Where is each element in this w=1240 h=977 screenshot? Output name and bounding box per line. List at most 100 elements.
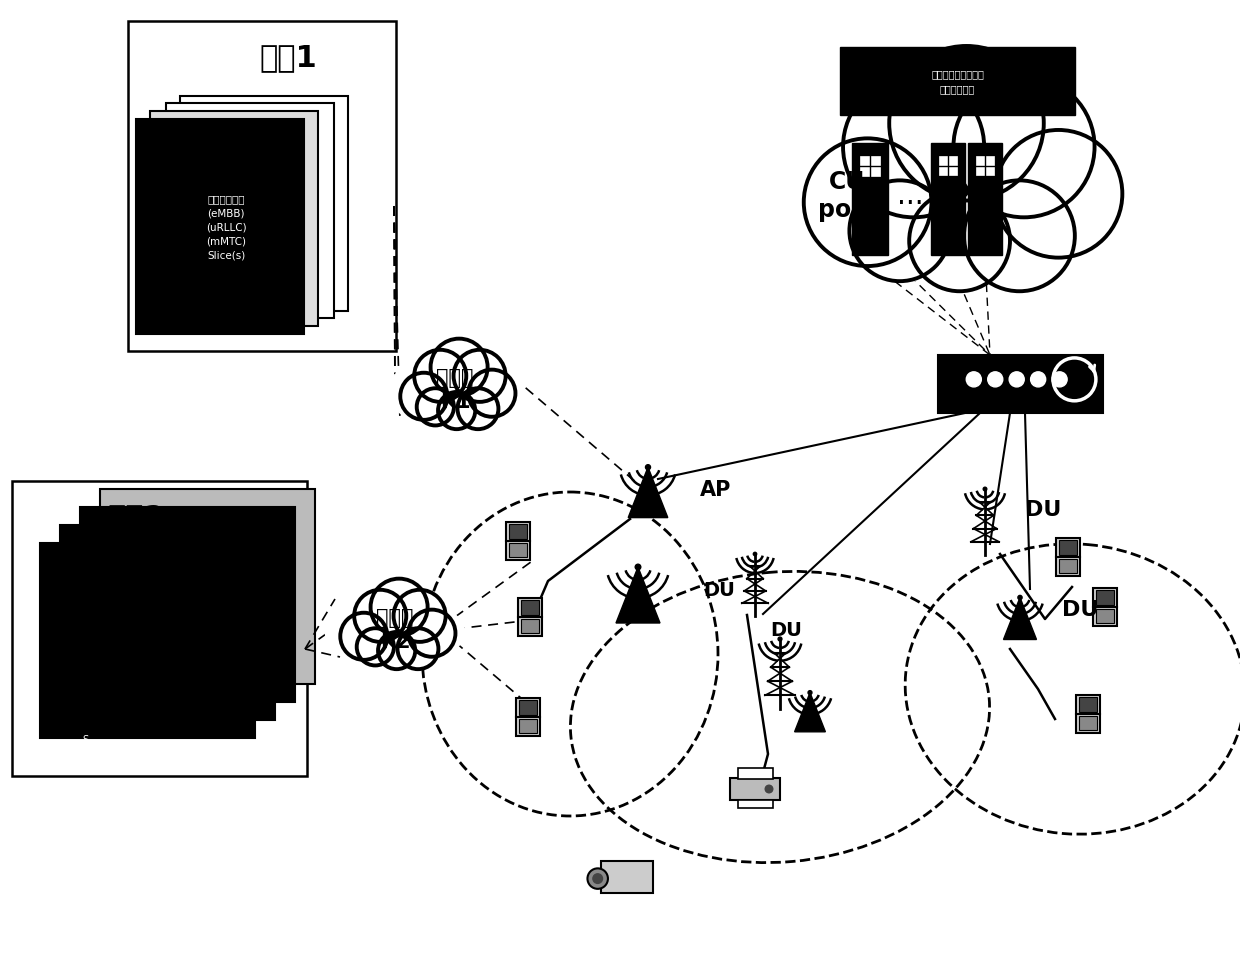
FancyBboxPatch shape (128, 21, 396, 352)
Circle shape (635, 565, 641, 571)
Circle shape (340, 614, 387, 660)
Polygon shape (629, 468, 668, 518)
FancyBboxPatch shape (1096, 591, 1114, 605)
Circle shape (954, 77, 1095, 218)
FancyBboxPatch shape (861, 157, 880, 177)
Circle shape (1052, 372, 1068, 388)
FancyBboxPatch shape (730, 778, 780, 800)
Circle shape (357, 628, 394, 665)
Text: 用户集
K1: 用户集 K1 (436, 368, 474, 411)
Text: 用户集
K2: 用户集 K2 (376, 608, 414, 651)
Circle shape (988, 372, 1003, 388)
Circle shape (849, 181, 950, 282)
Text: DU: DU (703, 580, 735, 599)
Circle shape (909, 191, 1011, 292)
Circle shape (754, 553, 756, 556)
FancyBboxPatch shape (968, 144, 1002, 256)
FancyBboxPatch shape (738, 800, 773, 808)
Circle shape (777, 637, 782, 641)
FancyBboxPatch shape (81, 507, 295, 702)
Polygon shape (1003, 598, 1037, 640)
Circle shape (393, 590, 445, 642)
FancyBboxPatch shape (518, 719, 537, 733)
Circle shape (469, 370, 516, 417)
Circle shape (458, 389, 498, 430)
Circle shape (593, 873, 603, 883)
Circle shape (804, 139, 931, 267)
Circle shape (414, 351, 466, 403)
Text: 资源分配方法与系统
优化网络质量: 资源分配方法与系统 优化网络质量 (931, 69, 983, 95)
Circle shape (966, 372, 981, 388)
FancyBboxPatch shape (1079, 698, 1097, 712)
Circle shape (408, 610, 455, 658)
Ellipse shape (325, 598, 465, 666)
Text: 增强移动宽带
(eMBB)
(uRLLC)
(mMTC)
Slice(s): 增强移动宽带 (eMBB) (uRLLC) (mMTC) Slice(s) (206, 193, 247, 260)
Circle shape (1030, 372, 1045, 388)
FancyBboxPatch shape (40, 543, 255, 739)
Text: AP: AP (701, 480, 732, 499)
FancyBboxPatch shape (852, 144, 888, 256)
FancyBboxPatch shape (166, 104, 334, 319)
FancyBboxPatch shape (508, 525, 527, 539)
FancyBboxPatch shape (976, 157, 994, 176)
Text: CU
pool: CU pool (818, 170, 875, 222)
Text: DU: DU (770, 619, 802, 639)
Ellipse shape (386, 359, 525, 427)
Text: DU: DU (1025, 499, 1061, 520)
FancyBboxPatch shape (150, 112, 317, 326)
FancyBboxPatch shape (521, 601, 539, 616)
Circle shape (371, 579, 428, 636)
Circle shape (889, 47, 1044, 201)
Circle shape (994, 131, 1122, 258)
FancyBboxPatch shape (1059, 540, 1078, 555)
Polygon shape (616, 568, 660, 623)
FancyBboxPatch shape (136, 120, 304, 335)
Circle shape (765, 786, 773, 793)
FancyBboxPatch shape (937, 356, 1102, 413)
Polygon shape (795, 693, 826, 732)
FancyBboxPatch shape (100, 489, 315, 684)
FancyBboxPatch shape (738, 768, 773, 779)
Circle shape (417, 389, 454, 426)
FancyBboxPatch shape (518, 598, 542, 636)
FancyBboxPatch shape (180, 97, 348, 312)
Text: ...: ... (897, 182, 924, 210)
Text: 租户2: 租户2 (107, 503, 165, 531)
Circle shape (430, 339, 487, 397)
FancyBboxPatch shape (60, 526, 275, 720)
FancyBboxPatch shape (506, 523, 529, 561)
Circle shape (588, 869, 608, 889)
FancyBboxPatch shape (521, 619, 539, 633)
FancyBboxPatch shape (1079, 716, 1097, 730)
Circle shape (843, 77, 985, 218)
FancyBboxPatch shape (600, 861, 652, 893)
Circle shape (378, 632, 415, 669)
Text: S...: S... (82, 735, 98, 744)
FancyBboxPatch shape (931, 144, 965, 256)
FancyBboxPatch shape (1059, 560, 1078, 573)
FancyBboxPatch shape (1096, 610, 1114, 623)
FancyBboxPatch shape (518, 701, 537, 715)
FancyBboxPatch shape (516, 699, 539, 737)
FancyBboxPatch shape (839, 48, 1075, 116)
Circle shape (1009, 372, 1024, 388)
FancyBboxPatch shape (12, 482, 308, 776)
Circle shape (1018, 596, 1022, 600)
Circle shape (646, 465, 651, 470)
Text: DU: DU (1061, 599, 1099, 619)
FancyBboxPatch shape (939, 157, 957, 176)
Circle shape (983, 488, 987, 491)
Circle shape (438, 393, 475, 430)
FancyBboxPatch shape (1056, 538, 1080, 576)
FancyBboxPatch shape (508, 544, 527, 558)
Circle shape (963, 181, 1075, 292)
FancyBboxPatch shape (1076, 696, 1100, 734)
Ellipse shape (759, 99, 1151, 283)
FancyBboxPatch shape (1092, 588, 1117, 626)
Circle shape (454, 351, 506, 403)
Circle shape (808, 691, 812, 695)
Text: 租户1: 租户1 (260, 43, 317, 72)
Circle shape (355, 590, 407, 642)
Circle shape (401, 373, 448, 420)
Circle shape (398, 628, 439, 669)
